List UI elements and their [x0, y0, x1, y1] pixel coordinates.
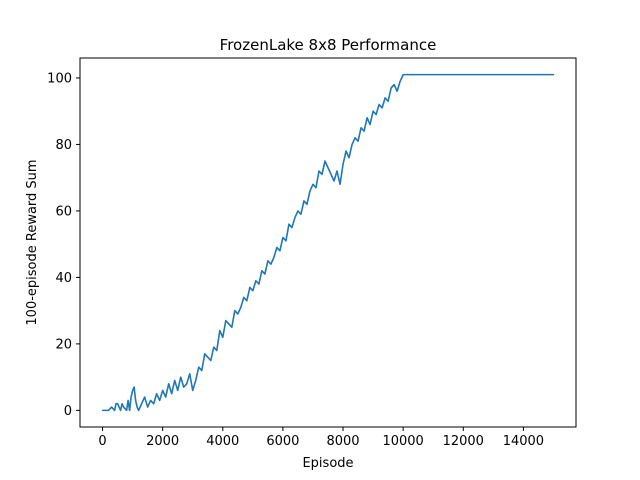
- x-tick-label: 4000: [206, 434, 239, 449]
- y-tick-label: 80: [55, 138, 72, 153]
- x-tick-label: 12000: [443, 434, 484, 449]
- y-axis-ticks: 0 20 40 60 80 100: [47, 71, 80, 419]
- y-tick-label: 40: [55, 271, 72, 286]
- plot-area: [101, 73, 555, 412]
- y-tick-label: 0: [64, 404, 72, 419]
- x-axis-ticks: 0 2000 4000 6000 8000 10000 12000 14000: [98, 427, 544, 449]
- x-tick-label: 10000: [382, 434, 423, 449]
- series-line-0: [101, 73, 555, 412]
- y-axis-label: 100-episode Reward Sum: [25, 159, 40, 325]
- x-axis-label: Episode: [302, 456, 353, 471]
- x-tick-label: 14000: [503, 434, 544, 449]
- x-tick-label: 6000: [266, 434, 299, 449]
- y-tick-label: 20: [55, 337, 72, 352]
- x-tick-label: 8000: [326, 434, 359, 449]
- chart-title: FrozenLake 8x8 Performance: [220, 36, 437, 54]
- y-tick-label: 60: [55, 204, 72, 219]
- y-tick-label: 100: [47, 71, 72, 86]
- x-tick-label: 0: [98, 434, 106, 449]
- x-tick-label: 2000: [146, 434, 179, 449]
- axes-frame: [79, 57, 577, 428]
